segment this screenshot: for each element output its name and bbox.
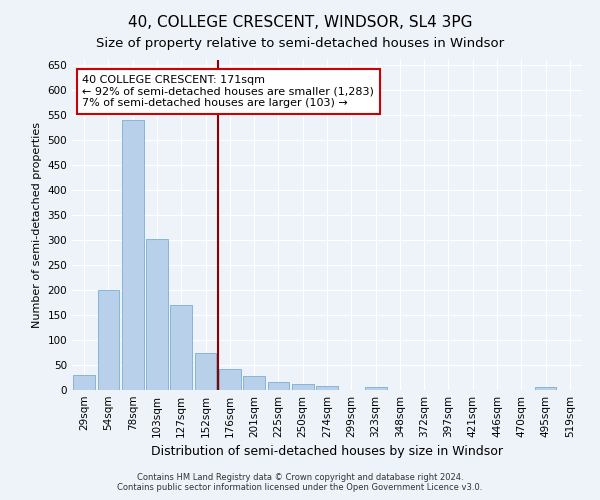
Bar [292,384,314,390]
Bar [365,386,386,390]
Bar [194,352,217,390]
Text: 40, COLLEGE CRESCENT, WINDSOR, SL4 3PG: 40, COLLEGE CRESCENT, WINDSOR, SL4 3PG [128,15,472,30]
Bar [219,369,241,390]
Bar [268,382,289,390]
Y-axis label: Number of semi-detached properties: Number of semi-detached properties [32,122,42,328]
Bar [535,386,556,390]
Bar [316,386,338,390]
Bar [73,375,95,390]
Bar [146,238,168,390]
Bar [97,290,119,390]
Text: Size of property relative to semi-detached houses in Windsor: Size of property relative to semi-detach… [96,38,504,51]
Bar [243,376,265,390]
Text: 40 COLLEGE CRESCENT: 171sqm
← 92% of semi-detached houses are smaller (1,283)
7%: 40 COLLEGE CRESCENT: 171sqm ← 92% of sem… [82,75,374,108]
Bar [122,120,143,390]
Text: Contains HM Land Registry data © Crown copyright and database right 2024.
Contai: Contains HM Land Registry data © Crown c… [118,473,482,492]
Bar [170,305,192,390]
X-axis label: Distribution of semi-detached houses by size in Windsor: Distribution of semi-detached houses by … [151,446,503,458]
